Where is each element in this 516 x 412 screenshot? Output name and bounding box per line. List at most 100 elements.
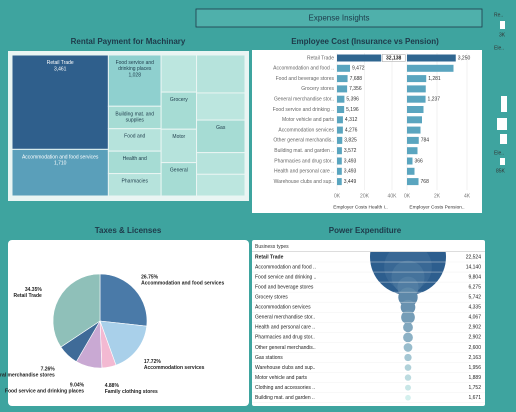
treemap-cell [11, 148, 109, 197]
bar [337, 54, 382, 62]
row-value: 22,524 [466, 254, 482, 260]
category-label: Retail Trade [307, 55, 334, 61]
cell-label: Accommodation and food services [22, 155, 99, 161]
slice-percent: 4.88% [105, 383, 120, 389]
category-label: Grocery stores [301, 86, 334, 92]
value-label: 3,493 [344, 169, 357, 175]
sidebar-label: Re.. [494, 12, 503, 18]
bar [337, 136, 343, 144]
funnel-circle [405, 384, 411, 391]
row-value: 1,889 [468, 375, 481, 381]
row-label: Warehouse clubs and sup.. [255, 365, 315, 371]
value-label: 5,396 [346, 97, 359, 103]
sidebar-label: Ele.. [494, 45, 504, 51]
label-box [381, 54, 406, 62]
value-label: 3,825 [344, 138, 357, 144]
row-label: Accommodation and food .. [255, 264, 316, 270]
slider[interactable] [500, 158, 505, 165]
slider[interactable] [500, 21, 505, 29]
bar [407, 167, 415, 175]
row-label: Food and beverage stores [255, 284, 314, 290]
row-label: Food service and drinking .. [255, 274, 316, 280]
slice-label: Family clothing stores [105, 389, 158, 395]
row-value: 5,742 [468, 295, 481, 301]
funnel-circle [403, 343, 413, 352]
value-label: 768 [421, 179, 430, 185]
treemap-cell [196, 54, 246, 94]
bar [407, 95, 426, 103]
slice-percent: 34.35% [25, 287, 43, 293]
x-tick-label: 2K [434, 193, 441, 199]
slice-label: Retail Trade [13, 293, 42, 299]
sidebar: Re.. 3K Ele.. Ele.. 85K [494, 12, 507, 174]
row-value: 1,752 [468, 385, 481, 391]
slice-percent: 9.04% [70, 382, 85, 388]
funnel-circle [400, 299, 416, 315]
value-label: 3,572 [344, 148, 357, 154]
axis-title: Employer Costs Pension.. [409, 204, 464, 210]
chart-title: Employee Cost (Insurance vs Pension) [291, 37, 439, 46]
category-label: Warehouse clubs and sup.. [274, 179, 334, 185]
treemap-cell [196, 152, 246, 175]
bar [407, 54, 456, 62]
bar [337, 126, 343, 134]
x-tick-label: 20K [360, 193, 370, 199]
row-label: General merchandise stor.. [255, 315, 315, 321]
row-label: Motor vehicle and parts [255, 375, 307, 381]
category-label: Health and personal care .. [274, 169, 334, 175]
x-tick-label: 0K [404, 193, 411, 199]
category-label: Food and beverage stores [276, 76, 335, 82]
pie-slice [52, 273, 101, 348]
value-label: 4,312 [345, 117, 358, 123]
row-label: Accommodation services [255, 305, 311, 311]
slice-label: Food service and drinking places [5, 388, 84, 394]
row-value: 2,163 [468, 355, 481, 361]
bar [407, 147, 418, 155]
treemap-cell [107, 54, 162, 107]
cell-label: Food service and drinking places [116, 60, 155, 72]
slice-percent: 17.72% [144, 359, 162, 365]
treemap-cell [196, 119, 246, 154]
category-label: Motor vehicle and parts [282, 117, 334, 123]
value-label: 1,237 [428, 97, 441, 103]
category-label: Pharmacies and drug stor.. [274, 158, 334, 164]
cell-value: 1,710 [54, 161, 67, 167]
row-value: 6,275 [468, 284, 481, 290]
bar [337, 157, 342, 165]
chart-title: Taxes & Licenses [95, 226, 162, 235]
cell-label: Grocery [170, 97, 188, 103]
bar [337, 64, 351, 72]
row-value: 2,902 [468, 335, 481, 341]
row-label: Clothing and accessories .. [255, 385, 315, 391]
legend-swatch [497, 118, 507, 130]
funnel-circle [404, 364, 412, 371]
x-tick-label: 40K [388, 193, 398, 199]
row-label: Health and personal care .. [255, 325, 315, 331]
row-value: 9,804 [468, 274, 481, 280]
row-value: 4,335 [468, 305, 481, 311]
value-label: 3,449 [344, 179, 357, 185]
cell-label: Motor [172, 135, 185, 141]
cell-label: Building mat. and supplies [115, 112, 154, 124]
value-label: 32,138 [386, 55, 402, 61]
category-label: Accommodation services [278, 127, 334, 133]
value-label: 7,688 [350, 76, 363, 82]
treemap-cell [160, 54, 198, 93]
cell-label: Health and [123, 156, 147, 162]
header-box [195, 8, 483, 28]
category-label: Food service and drinking .. [273, 107, 334, 113]
value-label: 366 [414, 158, 423, 164]
row-label: Grocery stores [255, 295, 288, 301]
row-value: 4,067 [468, 315, 481, 321]
value-label: 7,356 [349, 86, 362, 92]
slice-percent: 26.75% [141, 274, 159, 280]
pie-slice [99, 273, 148, 327]
bar [407, 126, 421, 134]
cell-label: Gas [216, 125, 226, 131]
bar [337, 95, 345, 103]
funnel-circle [403, 332, 413, 343]
funnel-circle [401, 310, 415, 325]
axis-title: Employer Costs Health I.. [333, 204, 387, 210]
bar [407, 106, 424, 113]
